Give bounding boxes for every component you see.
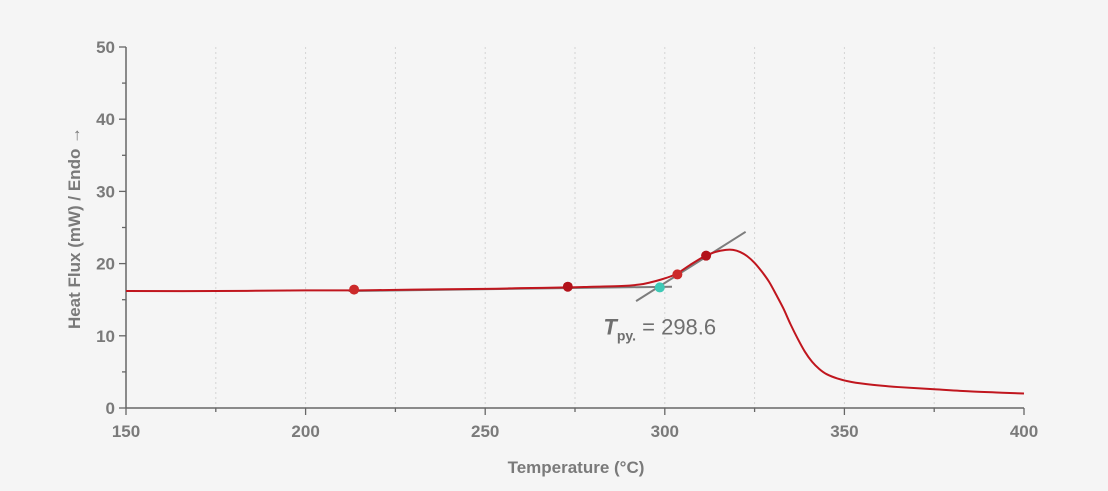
annotation-subscript: py. bbox=[617, 327, 636, 343]
x-tick-label: 150 bbox=[112, 422, 140, 441]
annotation-value: = 298.6 bbox=[636, 314, 716, 339]
y-tick-label: 40 bbox=[96, 110, 115, 129]
x-tick-label: 400 bbox=[1010, 422, 1038, 441]
y-tick-label: 0 bbox=[106, 399, 115, 418]
plot-lines bbox=[125, 230, 1025, 395]
annotation-variable: T bbox=[603, 314, 618, 339]
tick-labels: 150 200 250 300 350 400 0 10 20 30 40 50 bbox=[96, 38, 1038, 441]
y-tick-label: 20 bbox=[96, 255, 115, 274]
data-marker bbox=[701, 250, 712, 261]
data-marker bbox=[672, 269, 683, 280]
y-tick-label: 50 bbox=[96, 38, 115, 57]
x-tick-label: 300 bbox=[651, 422, 679, 441]
x-tick-label: 350 bbox=[830, 422, 858, 441]
x-axis-title: Temperature (°C) bbox=[508, 458, 645, 477]
y-tick-label: 30 bbox=[96, 182, 115, 201]
tangent-line bbox=[635, 230, 747, 302]
x-tick-label: 200 bbox=[291, 422, 319, 441]
data-marker bbox=[562, 281, 573, 292]
data-marker bbox=[349, 284, 360, 295]
x-tick-label: 250 bbox=[471, 422, 499, 441]
axes bbox=[119, 46, 1025, 415]
markers bbox=[349, 250, 712, 295]
grid bbox=[215, 47, 935, 408]
y-tick-label: 10 bbox=[96, 327, 115, 346]
y-axis-title: Heat Flux (mW) / Endo → bbox=[65, 127, 84, 329]
data-marker bbox=[654, 282, 665, 293]
pyrolysis-temperature-annotation: Tpy. = 298.6 bbox=[603, 314, 716, 343]
heat-flux-series-line bbox=[125, 248, 1025, 395]
